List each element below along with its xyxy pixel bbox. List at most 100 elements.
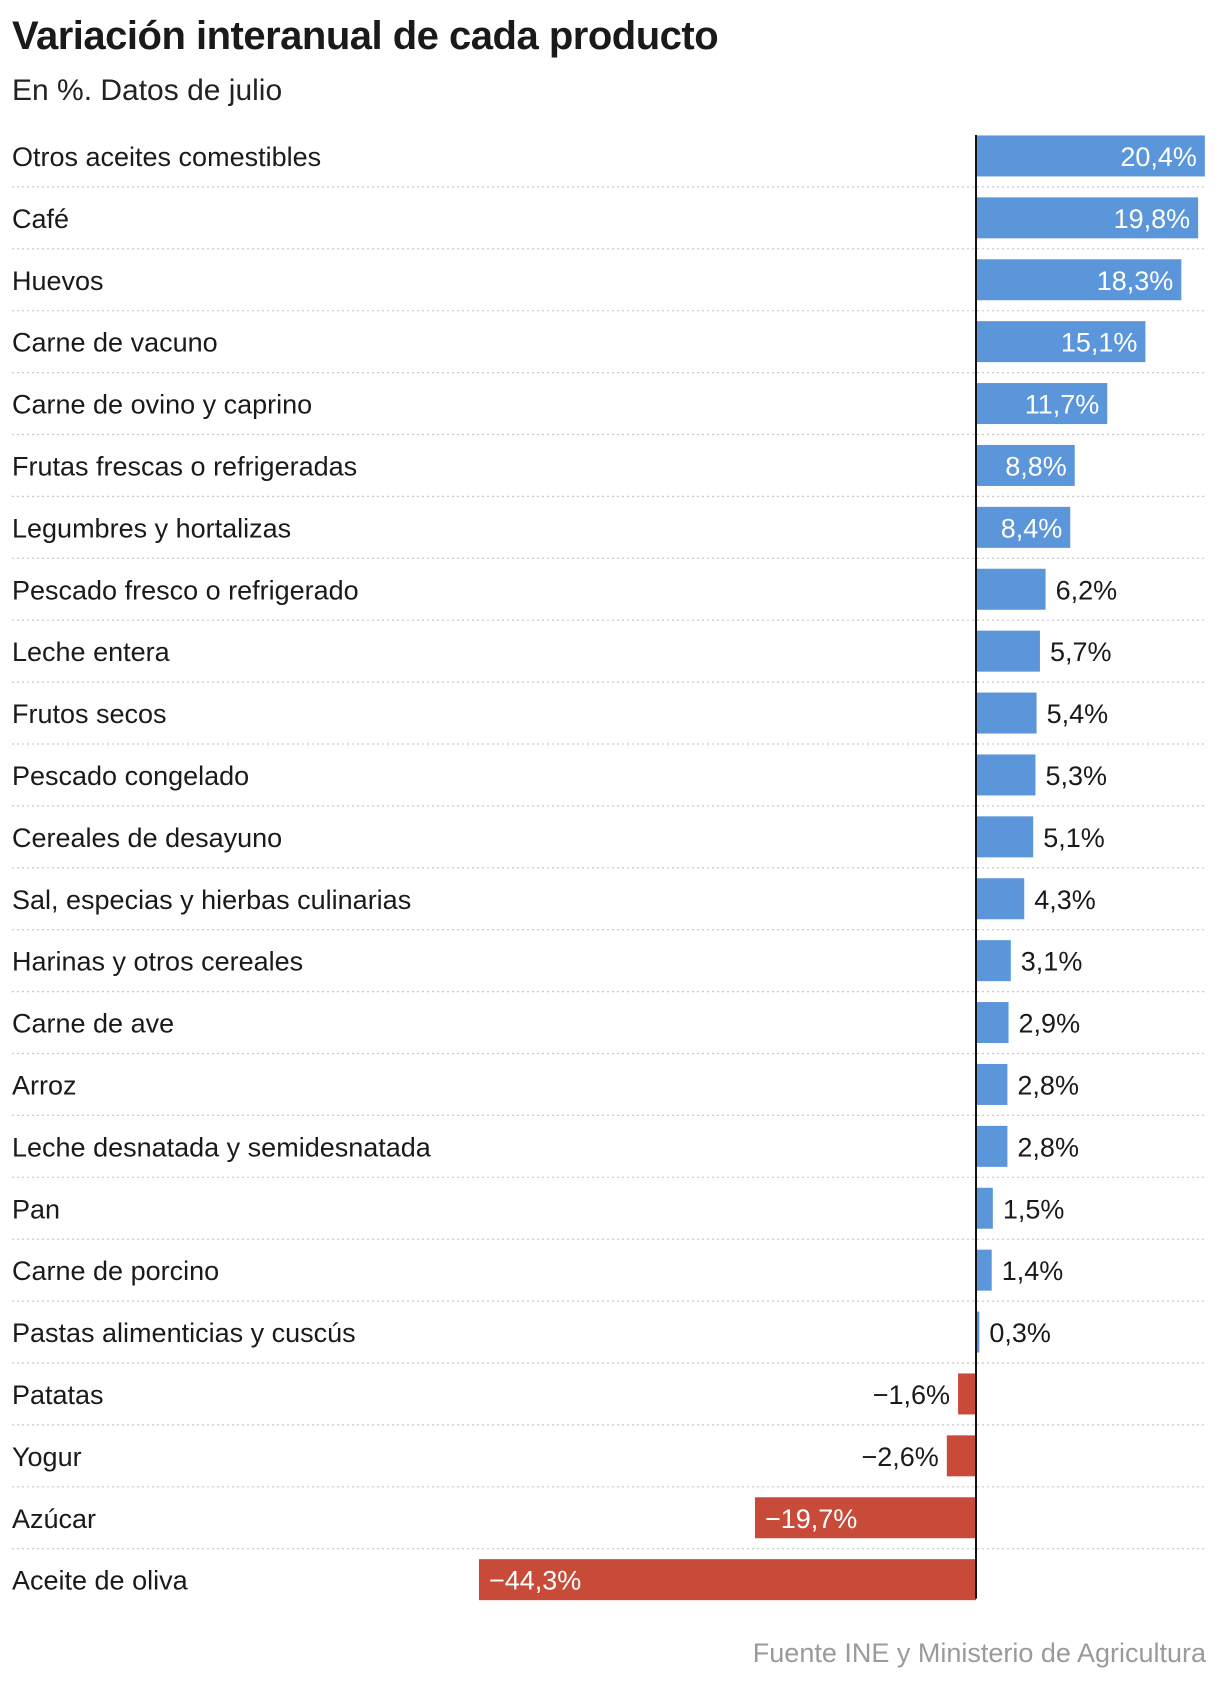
- bar-row-carne-de-porcino: Carne de porcino 1,4%: [12, 1249, 1206, 1302]
- bar-row-pan: Pan 1,5%: [12, 1187, 1206, 1240]
- category-label: Frutos secos: [12, 699, 167, 729]
- category-label: Azúcar: [12, 1504, 96, 1534]
- value-label: 19,8%: [1114, 204, 1191, 234]
- bar-row-cereales-de-desayuno: Cereales de desayuno 5,1%: [12, 816, 1206, 869]
- bar: [976, 1125, 1008, 1167]
- value-label: 4,3%: [1034, 885, 1096, 915]
- bar: [754, 1497, 976, 1539]
- category-label: Cereales de desayuno: [12, 823, 282, 853]
- bar: [976, 1002, 1009, 1044]
- value-label: 1,5%: [1003, 1194, 1065, 1224]
- value-label: 1,4%: [1002, 1256, 1064, 1286]
- bar-row-frutas-frescas-o-refrigeradas: Frutas frescas o refrigeradas 8,8%: [12, 444, 1206, 497]
- category-label: Leche entera: [12, 637, 171, 667]
- bar-row-arroz: Arroz 2,8%: [12, 1063, 1206, 1117]
- category-label: Otros aceites comestibles: [12, 142, 321, 172]
- bar: [946, 1435, 976, 1477]
- value-label: 20,4%: [1120, 142, 1197, 172]
- category-label: Carne de porcino: [12, 1256, 219, 1286]
- bar: [976, 630, 1040, 672]
- bar-row-frutos-secos: Frutos secos 5,4%: [12, 692, 1206, 745]
- category-label: Frutas frescas o refrigeradas: [12, 451, 357, 481]
- bar: [976, 568, 1046, 610]
- value-label: 2,8%: [1017, 1132, 1079, 1162]
- category-label: Arroz: [12, 1070, 77, 1100]
- value-label: 0,3%: [989, 1318, 1051, 1348]
- bar: [958, 1373, 976, 1415]
- bar: [976, 816, 1034, 858]
- category-label: Leche desnatada y semidesnatada: [12, 1132, 432, 1162]
- value-label: 11,7%: [1025, 390, 1100, 420]
- bar-row-carne-de-ovino-y-caprino: Carne de ovino y caprino 11,7%: [12, 383, 1206, 436]
- bar: [976, 1311, 980, 1353]
- value-label: −2,6%: [862, 1442, 939, 1472]
- category-label: Sal, especias y hierbas culinarias: [12, 885, 411, 915]
- bar-row-leche-desnatada-y-semidesnatada: Leche desnatada y semidesnatada 2,8%: [12, 1125, 1206, 1178]
- bar-row-patatas: Patatas −1,6%: [12, 1373, 1206, 1426]
- bar-row-pastas-alimenticias-y-cuscus: Pastas alimenticias y cuscús 0,3%: [12, 1311, 1206, 1364]
- bar: [976, 940, 1011, 982]
- bar-row-pescado-fresco-o-refrigerado: Pescado fresco o refrigerado 6,2%: [12, 568, 1206, 621]
- source-note: Fuente INE y Ministerio de Agricultura: [752, 1638, 1206, 1668]
- bar-row-pescado-congelado: Pescado congelado 5,3%: [12, 754, 1206, 807]
- value-label: 18,3%: [1097, 266, 1174, 296]
- chart-subtitle: En %. Datos de julio: [12, 74, 283, 107]
- value-label: 8,8%: [1005, 451, 1067, 481]
- bar-row-harinas-y-otros-cereales: Harinas y otros cereales 3,1%: [12, 940, 1206, 993]
- bar: [976, 259, 1182, 301]
- bar-row-carne-de-ave: Carne de ave 2,9%: [12, 1002, 1206, 1055]
- bar-row-leche-entera: Leche entera 5,7%: [12, 630, 1206, 683]
- bar: [976, 754, 1036, 796]
- category-label: Harinas y otros cereales: [12, 947, 303, 977]
- bar: [976, 383, 1108, 425]
- category-label: Carne de vacuno: [12, 328, 218, 358]
- bar-row-azucar: Azúcar −19,7%: [12, 1497, 1206, 1550]
- category-label: Pastas alimenticias y cuscús: [12, 1318, 356, 1348]
- value-label: 3,1%: [1021, 947, 1083, 977]
- chart-title: Variación interanual de cada producto: [12, 14, 719, 58]
- value-label: 5,1%: [1043, 823, 1105, 853]
- bar: [976, 878, 1025, 920]
- value-label: 6,2%: [1056, 575, 1118, 605]
- bar: [976, 1249, 992, 1291]
- value-label: 5,3%: [1045, 761, 1107, 791]
- value-label: 5,7%: [1050, 637, 1112, 667]
- category-label: Pescado congelado: [12, 761, 249, 791]
- bar-row-legumbres-y-hortalizas: Legumbres y hortalizas 8,4%: [12, 506, 1206, 559]
- category-label: Carne de ovino y caprino: [12, 390, 312, 420]
- category-label: Huevos: [12, 266, 104, 296]
- category-label: Café: [12, 204, 69, 234]
- bar: [976, 692, 1037, 734]
- bar: [976, 506, 1071, 548]
- bar: [976, 321, 1146, 363]
- category-label: Legumbres y hortalizas: [12, 513, 291, 543]
- value-label: 5,4%: [1047, 699, 1109, 729]
- bar: [976, 1063, 1008, 1105]
- category-label: Aceite de oliva: [12, 1566, 189, 1596]
- value-label: −1,6%: [873, 1380, 950, 1410]
- category-label: Patatas: [12, 1380, 104, 1410]
- value-label: 2,9%: [1019, 1009, 1081, 1039]
- category-label: Carne de ave: [12, 1009, 174, 1039]
- bar-row-carne-de-vacuno: Carne de vacuno 15,1%: [12, 321, 1206, 374]
- bar: [976, 444, 1075, 486]
- bar-row-huevos: Huevos 18,3%: [12, 259, 1206, 312]
- bar: [478, 1559, 976, 1601]
- bar-row-yogur: Yogur −2,6%: [12, 1435, 1206, 1488]
- bar: [976, 1187, 993, 1229]
- chart-rows: Otros aceites comestibles 20,4% Café 19,8% H…: [12, 135, 1206, 1601]
- bar: [976, 197, 1199, 239]
- category-label: Yogur: [12, 1442, 82, 1472]
- category-label: Pescado fresco o refrigerado: [12, 575, 359, 605]
- bar-row-otros-aceites-comestibles: Otros aceites comestibles 20,4%: [12, 135, 1206, 188]
- value-label: −19,7%: [765, 1504, 857, 1534]
- bar-row-cafe: Café 19,8%: [12, 197, 1206, 250]
- value-label: 8,4%: [1001, 513, 1063, 543]
- value-label: 15,1%: [1061, 328, 1138, 358]
- bar-row-sal-especias-y-hierbas-culinarias: Sal, especias y hierbas culinarias 4,3%: [12, 878, 1206, 931]
- bar: [976, 135, 1205, 177]
- category-label: Pan: [12, 1194, 60, 1224]
- value-label: −44,3%: [489, 1566, 581, 1596]
- bar-row-aceite-de-oliva: Aceite de oliva −44,3%: [12, 1559, 976, 1601]
